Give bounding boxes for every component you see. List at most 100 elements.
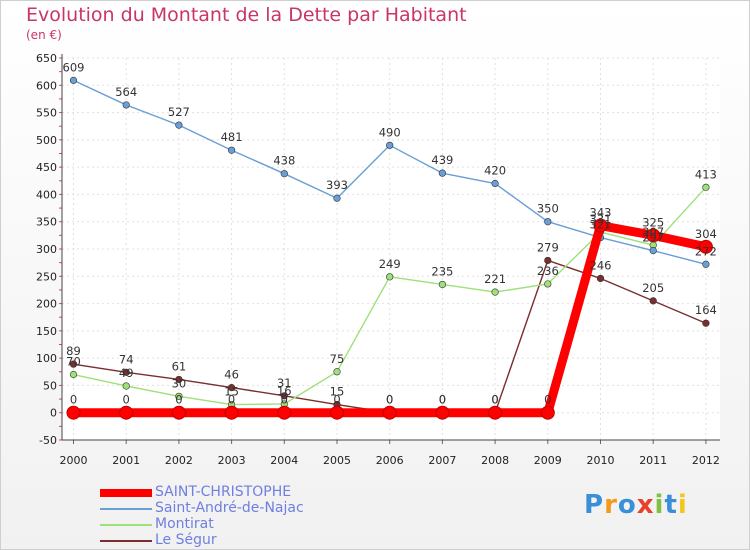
data-label-1: 527 — [168, 105, 190, 119]
logo-letter: t — [664, 490, 678, 520]
data-point-0 — [119, 405, 134, 420]
data-label-2: 331 — [590, 212, 612, 226]
data-point-0 — [382, 405, 397, 420]
x-tick-label: 2001 — [112, 454, 140, 467]
x-tick-label: 2005 — [323, 454, 351, 467]
y-tick-label: 100 — [36, 352, 57, 365]
x-tick-label: 2000 — [60, 454, 88, 467]
y-tick-label: 550 — [36, 107, 57, 120]
data-label-1: 481 — [221, 130, 243, 144]
data-label-1: 439 — [431, 153, 453, 167]
legend-swatch — [100, 489, 152, 497]
y-tick-label: -50 — [39, 434, 57, 447]
y-tick-label: 400 — [36, 188, 57, 201]
data-point-2 — [122, 382, 130, 390]
data-point-1 — [544, 218, 552, 226]
data-label-3: 61 — [172, 359, 187, 373]
data-point-1 — [333, 194, 341, 202]
data-point-1 — [386, 141, 394, 149]
axes: -500501001502002503003504004505005506006… — [36, 52, 720, 467]
data-label-3: 0 — [491, 393, 498, 407]
x-tick-label: 2012 — [692, 454, 720, 467]
legend-label: Montirat — [155, 516, 214, 532]
data-label-2: 249 — [379, 257, 401, 271]
y-tick-label: 150 — [36, 325, 57, 338]
logo-letter: i — [654, 490, 665, 520]
data-point-0 — [646, 228, 661, 243]
data-label-2: 413 — [695, 167, 717, 181]
data-label-1: 420 — [484, 164, 506, 178]
data-point-0 — [224, 405, 239, 420]
data-label-2: 221 — [484, 272, 506, 286]
data-label-3: 0 — [439, 393, 446, 407]
y-tick-label: 250 — [36, 270, 57, 283]
data-label-0: 0 — [228, 393, 235, 407]
data-label-3: 46 — [224, 368, 239, 382]
legend-swatch — [100, 524, 152, 526]
grid — [62, 57, 720, 441]
data-label-1: 393 — [326, 178, 348, 192]
legend-label: SAINT-CHRISTOPHE — [155, 484, 292, 500]
data-label-2: 236 — [537, 264, 559, 278]
data-label-3: 164 — [695, 303, 717, 317]
data-label-3: 246 — [590, 258, 612, 272]
data-point-0 — [66, 405, 81, 420]
data-label-2: 70 — [66, 355, 81, 369]
data-point-3 — [69, 360, 78, 368]
data-point-0 — [277, 405, 292, 420]
y-tick-label: 500 — [36, 134, 57, 147]
data-label-1: 321 — [590, 218, 612, 232]
data-label-2: 235 — [431, 264, 453, 278]
data-point-1 — [649, 247, 657, 255]
plot-area — [62, 58, 720, 440]
data-label-2: 16 — [277, 384, 292, 398]
data-point-2 — [386, 273, 394, 281]
x-tick-label: 2008 — [481, 454, 509, 467]
data-label-3: 205 — [642, 281, 664, 295]
data-label-2: 15 — [224, 385, 239, 399]
data-point-2 — [544, 280, 552, 288]
legend-label: Saint-André-de-Najac — [155, 500, 304, 516]
data-point-0 — [330, 405, 344, 420]
data-point-3 — [280, 392, 288, 400]
data-label-3: 279 — [537, 240, 559, 254]
data-point-3 — [649, 297, 657, 305]
data-point-1 — [702, 260, 710, 268]
data-point-3 — [596, 274, 605, 283]
data-point-1 — [69, 76, 78, 84]
data-point-2 — [491, 288, 499, 296]
legend-swatch — [100, 508, 152, 510]
data-label-1: 564 — [115, 85, 137, 99]
data-point-1 — [175, 121, 183, 129]
x-tick-label: 2003 — [218, 454, 246, 467]
x-tick-label: 2010 — [587, 454, 615, 467]
data-label-2: 30 — [172, 376, 187, 390]
chart-title: Evolution du Montant de la Dette par Hab… — [26, 4, 467, 26]
data-point-2 — [175, 392, 183, 400]
data-point-1 — [491, 179, 499, 188]
data-point-1 — [122, 101, 130, 109]
logo-letter: x — [636, 490, 655, 520]
data-label-3: 15 — [330, 385, 345, 399]
data-point-1 — [280, 170, 288, 178]
data-point-0 — [488, 405, 503, 420]
data-point-0 — [435, 405, 450, 420]
y-tick-label: 650 — [36, 52, 57, 65]
data-point-0 — [540, 405, 555, 420]
data-label-2: 75 — [330, 352, 345, 366]
x-tick-label: 2009 — [534, 454, 562, 467]
data-label-3: 74 — [119, 352, 134, 366]
data-label-0: 0 — [544, 393, 551, 407]
data-point-3 — [702, 319, 710, 327]
data-point-2 — [69, 370, 78, 379]
data-point-1 — [228, 146, 236, 154]
y-tick-label: 200 — [36, 298, 57, 311]
x-tick-label: 2006 — [376, 454, 404, 467]
data-label-0: 0 — [386, 393, 393, 407]
legend-label: Le Ségur — [155, 532, 217, 548]
data-point-3 — [228, 384, 236, 392]
data-label-0: 0 — [439, 393, 446, 407]
legend-swatch — [100, 540, 152, 542]
logo-letter: r — [604, 490, 618, 520]
